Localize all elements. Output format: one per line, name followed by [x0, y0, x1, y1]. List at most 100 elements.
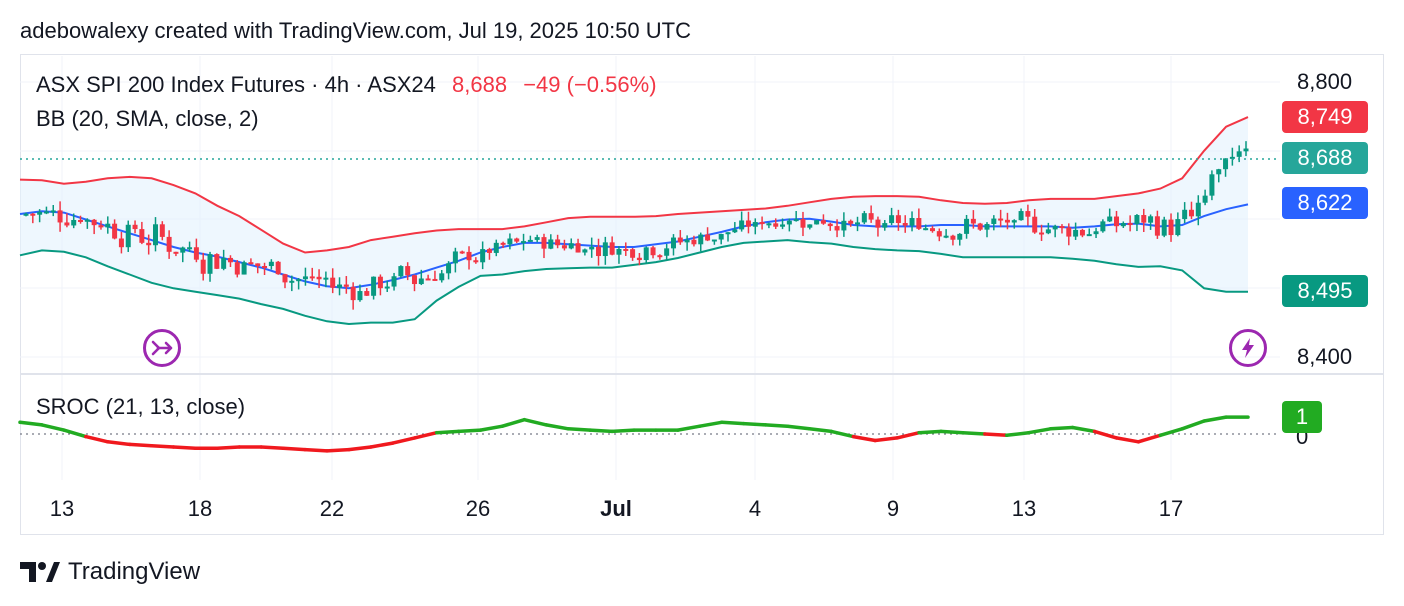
candle-body — [977, 223, 983, 230]
sroc-segment — [369, 441, 395, 449]
candle-body — [1202, 195, 1208, 203]
sroc-segment — [105, 440, 132, 447]
candle-body — [895, 215, 901, 223]
candle-body — [262, 265, 268, 268]
sroc-segment — [1202, 415, 1228, 423]
candle-body — [1004, 219, 1010, 223]
tradingview-logo[interactable]: TradingView — [20, 558, 200, 586]
candle-body — [630, 249, 636, 258]
candle-body — [459, 251, 465, 254]
candle-body — [227, 257, 233, 263]
sroc-segment — [303, 447, 329, 453]
candle-body — [125, 224, 131, 248]
x-axis-tick: 18 — [187, 496, 213, 521]
candle-body — [473, 260, 479, 263]
candle-body — [745, 220, 751, 227]
candle-body — [1045, 229, 1051, 234]
candle-body — [589, 246, 595, 250]
candle-body — [909, 218, 915, 226]
candle-body — [118, 238, 124, 248]
candle-body — [691, 239, 697, 245]
bb-band-fill — [20, 117, 1248, 324]
candle-body — [875, 219, 881, 228]
candle-body — [1216, 169, 1222, 175]
candle-body — [1100, 221, 1106, 232]
candle-body — [159, 224, 165, 237]
sroc-segment — [281, 446, 307, 452]
sroc-segment — [939, 429, 965, 435]
candle-body — [439, 273, 445, 281]
candle-body — [466, 251, 472, 261]
sroc-segment — [412, 430, 439, 440]
candle-body — [371, 276, 377, 296]
candle-body — [71, 219, 77, 226]
sroc-value-tag: 1 — [1282, 401, 1322, 433]
sroc-segment — [171, 445, 198, 451]
candle-body — [1127, 223, 1133, 226]
bb-basis-tag: 8,622 — [1282, 187, 1368, 219]
sroc-legend[interactable]: SROC (21, 13, close) — [36, 394, 246, 419]
candle-body — [616, 248, 622, 255]
candle-body — [793, 219, 799, 222]
candle-body — [214, 254, 220, 269]
candle-body — [711, 239, 717, 242]
x-axis-tick: 13 — [1011, 496, 1037, 521]
candle-body — [1018, 211, 1024, 221]
candle-body — [418, 278, 424, 285]
sroc-segment — [149, 443, 176, 449]
candle-body — [1209, 174, 1215, 196]
symbol-legend[interactable]: ASX SPI 200 Index Futures · 4h · ASX24 8… — [36, 72, 657, 98]
sroc-segment — [347, 445, 373, 452]
chart-frame[interactable] — [20, 54, 1384, 535]
bb-legend[interactable]: BB (20, SMA, close, 2) — [36, 106, 259, 131]
candle-body — [555, 239, 561, 246]
candle-body — [575, 243, 581, 253]
candle-body — [221, 257, 227, 269]
candles-group — [23, 141, 1249, 310]
candle-body — [146, 242, 152, 246]
x-axis-tick: 4 — [748, 496, 762, 521]
sroc-segment — [763, 423, 790, 428]
candle-body — [480, 249, 486, 263]
bb-lower-tag: 8,495 — [1282, 275, 1368, 307]
candle-body — [943, 235, 949, 238]
sroc-segment — [18, 420, 44, 427]
sroc-segment — [566, 427, 592, 432]
candle-body — [330, 277, 336, 288]
candle-body — [166, 236, 172, 252]
candle-body — [411, 275, 417, 285]
candle-body — [507, 238, 513, 245]
candle-body — [855, 222, 861, 225]
x-axis-tick: 9 — [886, 496, 900, 521]
candle-body — [43, 211, 49, 214]
sroc-segment — [127, 442, 154, 448]
bb-upper-line — [19, 116, 1249, 254]
candle-body — [527, 239, 533, 242]
candle-body — [357, 291, 363, 301]
go-to-realtime-button[interactable] — [143, 329, 181, 367]
candle-body — [84, 219, 90, 222]
candle-body — [316, 276, 322, 280]
sroc-segment — [829, 429, 856, 439]
candle-body — [1086, 234, 1092, 237]
candle-body — [739, 220, 745, 230]
candle-body — [684, 239, 690, 243]
candle-body — [37, 211, 43, 215]
symbol-info[interactable]: ASX SPI 200 Index Futures · 4h · ASX24 — [36, 72, 436, 97]
candle-body — [187, 247, 193, 250]
candle-body — [664, 248, 670, 256]
candle-body — [1182, 209, 1188, 220]
price-change-value: −49 (−0.56%) — [523, 72, 657, 97]
candle-body — [596, 246, 602, 257]
candle-body — [841, 220, 847, 231]
candle-body — [1079, 229, 1085, 236]
candle-body — [657, 255, 663, 258]
sroc-segment — [259, 445, 285, 451]
flash-indicator-button[interactable] — [1229, 329, 1267, 367]
candle-body — [405, 266, 411, 276]
chart-caption: adebowalexy created with TradingView.com… — [20, 18, 691, 43]
candle-body — [234, 262, 240, 275]
candle-body — [452, 251, 458, 264]
last-price-tag: 8,688 — [1282, 142, 1368, 174]
